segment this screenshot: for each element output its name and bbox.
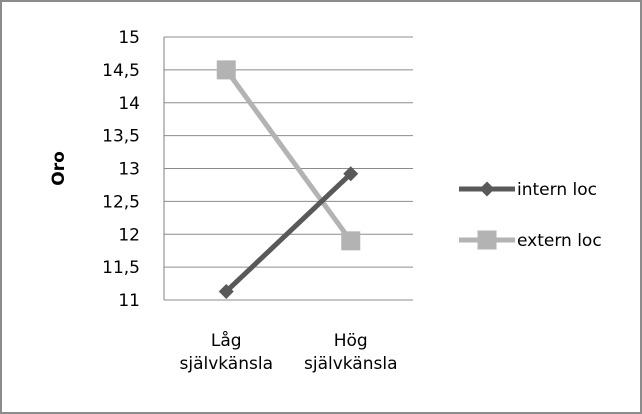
data-point xyxy=(218,283,234,299)
series-line xyxy=(224,68,353,243)
y-tick-label: 13 xyxy=(118,160,140,180)
y-tick-label: 15 xyxy=(118,28,140,48)
x-axis-categories: Låg självkänsla Hög självkänsla xyxy=(179,330,397,374)
y-axis-title: Oro xyxy=(49,151,69,186)
series-extern-loc xyxy=(216,60,361,251)
y-axis-ticks: 11 11,5 12 12,5 13 13,5 14 14,5 15 xyxy=(102,28,140,311)
x-category-label-line: självkänsla xyxy=(179,354,273,374)
data-point xyxy=(341,231,361,251)
y-tick-label: 12 xyxy=(118,225,140,245)
y-tick-label: 12,5 xyxy=(102,192,140,212)
series-line xyxy=(224,171,353,294)
series-intern-loc xyxy=(218,166,359,299)
x-category-label-line: självkänsla xyxy=(304,354,398,374)
x-category-label-line: Låg xyxy=(211,330,242,351)
data-point xyxy=(343,166,359,182)
legend-marker xyxy=(479,181,495,197)
y-tick-label: 11,5 xyxy=(102,258,140,278)
x-category-label-line: Hög xyxy=(334,331,368,351)
y-tick-label: 11 xyxy=(118,291,140,311)
legend-label: intern loc xyxy=(517,180,597,200)
legend-marker xyxy=(477,230,497,250)
y-tick-label: 13,5 xyxy=(102,127,140,147)
x-category-label: Låg självkänsla xyxy=(179,330,273,374)
data-point xyxy=(216,60,236,80)
gridlines xyxy=(164,36,413,301)
legend: intern loc extern loc xyxy=(459,180,602,251)
series-layer xyxy=(216,60,361,299)
x-category-label: Hög självkänsla xyxy=(304,331,398,374)
y-tick-label: 14 xyxy=(118,94,140,114)
y-tick-label: 14,5 xyxy=(102,61,140,81)
legend-label: extern loc xyxy=(517,231,602,251)
